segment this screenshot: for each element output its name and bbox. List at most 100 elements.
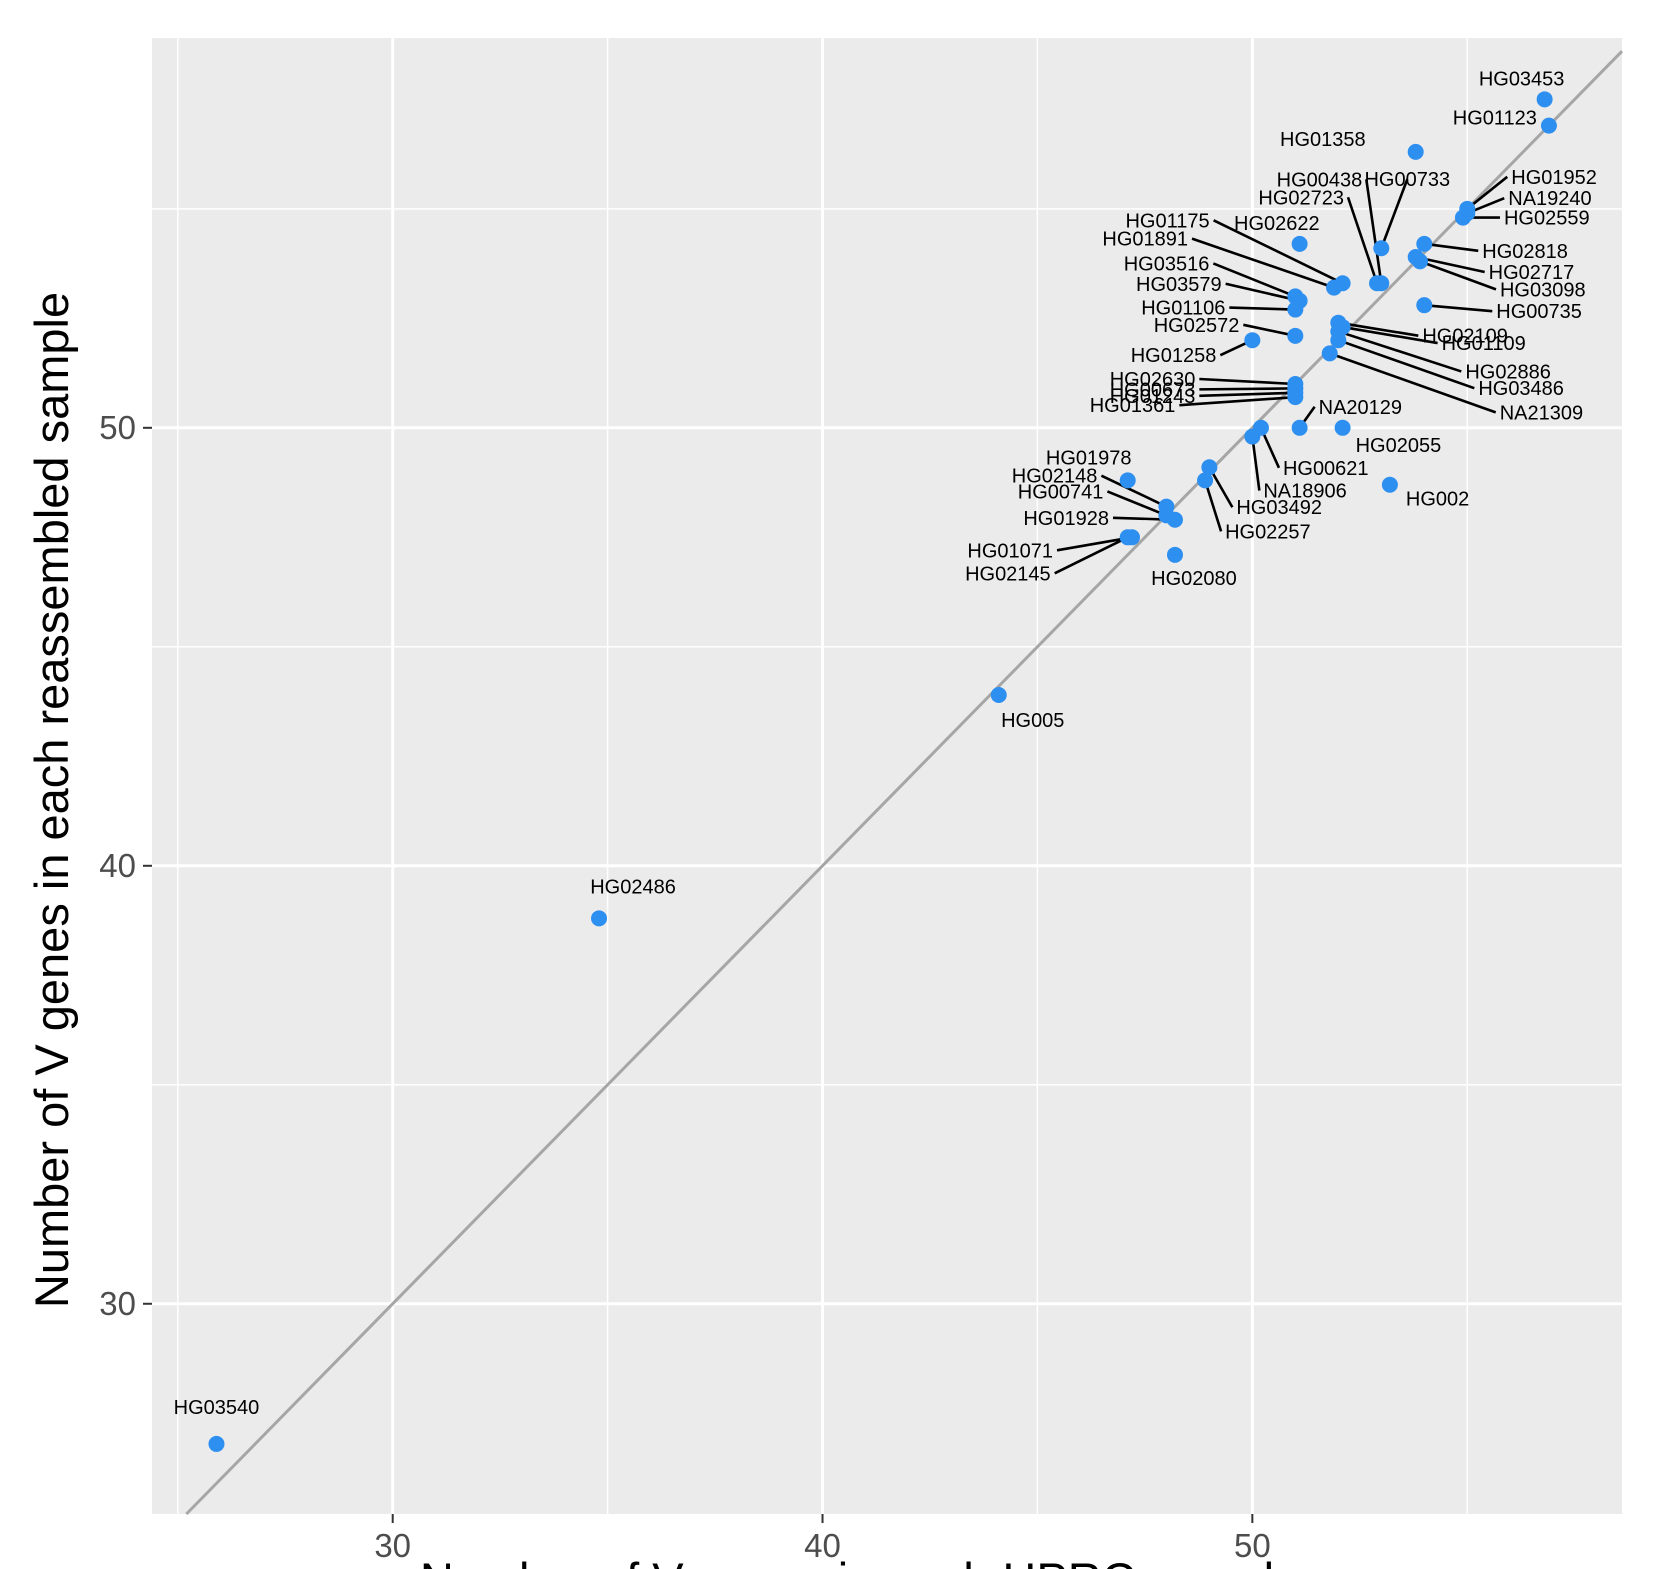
x-tick-label: 40 [804,1527,841,1564]
point-label: NA18906 [1263,481,1346,503]
data-point [1373,240,1390,257]
data-point [1166,546,1183,563]
plot-panel [152,38,1622,1514]
point-label: HG01243 [1110,386,1196,408]
point-label: HG01175 [1125,210,1209,232]
point-label: HG02257 [1225,521,1311,543]
point-label: HG03516 [1124,253,1210,275]
leader-line [1329,352,1497,414]
data-point [1416,297,1433,314]
leader-line [1213,219,1344,285]
point-label: HG00673 [1110,379,1196,401]
data-point [1158,498,1175,515]
leader-line [1466,175,1509,210]
point-label: HG02109 [1422,326,1508,348]
point-label: HG03492 [1236,497,1322,519]
data-point [1536,91,1553,108]
data-point [1321,345,1338,362]
x-tick-label: 30 [374,1527,411,1564]
point-label: HG00735 [1496,301,1582,323]
point-label: HG00621 [1283,458,1369,480]
data-point [1334,275,1351,292]
leader-line [1424,303,1493,313]
leader-line [1199,387,1296,391]
leader-line [1337,330,1462,373]
leader-line [1337,338,1475,390]
data-points [208,91,1557,1452]
leader-line [1199,377,1296,386]
axis-ticks: 30 40 50 30 40 50 [99,409,1270,1564]
data-point [1291,235,1308,252]
point-label: HG03453 [1479,68,1565,90]
point-label: HG02055 [1356,435,1442,457]
point-label: HG01258 [1131,345,1217,367]
point-label: HG03486 [1478,378,1564,400]
point-label: HG00733 [1364,169,1450,191]
point-label: HG01358 [1280,129,1366,151]
leader-line [1251,436,1261,491]
point-label: HG02080 [1151,568,1237,590]
data-point [1287,288,1304,305]
point-label: HG01978 [1046,447,1132,469]
data-point [1119,529,1136,546]
data-point [1373,275,1390,292]
leader-line [1243,323,1296,338]
data-point [1119,472,1136,489]
point-label: HG02145 [965,563,1051,585]
point-label: NA20129 [1319,397,1402,419]
point-label: HG01071 [967,540,1053,562]
leader-line [1106,490,1167,517]
data-point [1459,200,1476,217]
leader-line [1100,474,1167,508]
data-point [1244,332,1261,349]
data-point [208,1435,225,1452]
leader-line [1191,237,1335,289]
leader-line [1179,395,1296,407]
leader-line [1338,321,1419,337]
point-label: HG02630 [1110,369,1196,391]
data-point [1540,117,1557,134]
data-point [591,910,608,927]
leader-line [1424,242,1479,253]
leader-line [1419,260,1497,291]
data-point [1201,459,1218,476]
label-leader-lines [1054,175,1509,575]
point-label: HG02723 [1258,187,1344,209]
point-label: HG005 [1001,710,1064,732]
point-label: HG02818 [1482,241,1568,263]
point-label: HG02486 [590,876,676,898]
point-label: HG002 [1406,489,1469,511]
leader-line [1225,282,1300,303]
leader-line [1054,536,1129,575]
leader-line [1229,306,1296,311]
data-point [1407,248,1424,265]
point-label: HG02559 [1504,208,1590,230]
data-point [1381,476,1398,493]
point-labels: HG03540 HG02486 HG005 HG02080 HG01071HG02145… [174,68,1597,1419]
x-axis-title: Number of V genes in each HPRC sample [420,1553,1300,1569]
y-tick-label: 30 [99,1285,136,1322]
data-point [1407,143,1424,160]
data-point [1252,419,1269,436]
leader-line [1199,391,1296,398]
identity-reference-line [185,50,1624,1516]
y-tick-label: 40 [99,847,136,884]
point-label: HG01106 [1141,298,1225,320]
leader-line [1203,479,1223,532]
data-point [990,686,1007,703]
point-label: HG02572 [1154,315,1240,337]
data-point [1334,419,1351,436]
y-tick-label: 50 [99,409,136,446]
point-label: HG01952 [1511,167,1597,189]
point-label: HG01891 [1102,229,1188,251]
point-label: HG02622 [1234,213,1320,235]
point-label: HG02148 [1012,466,1098,488]
point-label: HG03579 [1136,274,1222,296]
point-label: HG01928 [1023,508,1109,530]
leader-line [1346,196,1379,284]
data-point [1287,376,1304,393]
point-label: HG00438 [1277,169,1363,191]
point-label: HG00741 [1018,481,1104,503]
leader-line [1365,179,1383,284]
